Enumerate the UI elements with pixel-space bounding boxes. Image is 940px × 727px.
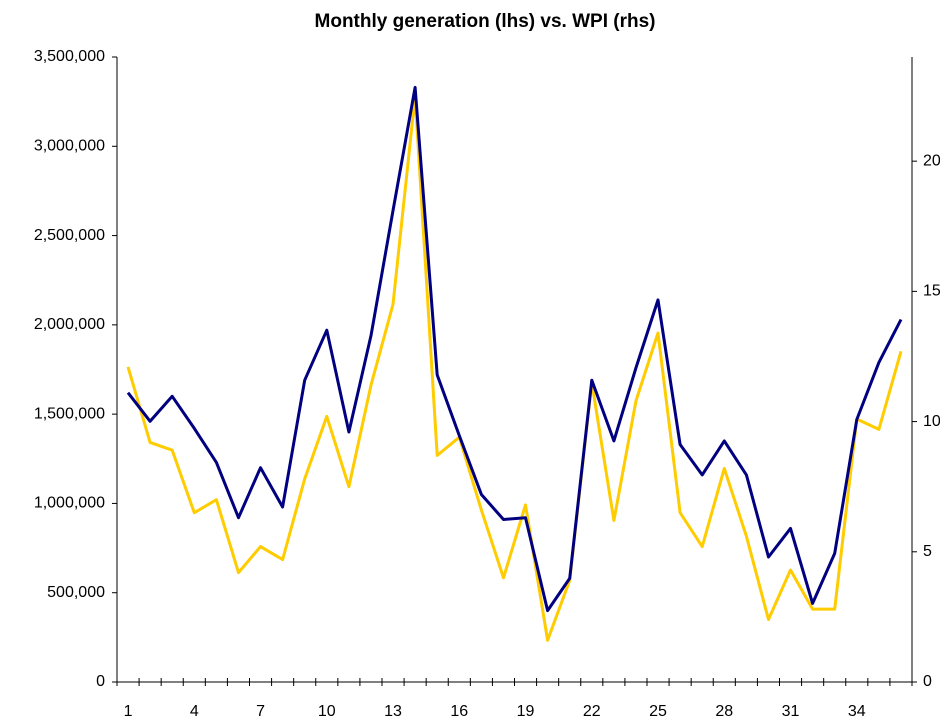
x-tick-label: 19	[517, 703, 535, 720]
x-tick-label: 1	[124, 703, 133, 720]
x-tick-label: 13	[384, 703, 402, 720]
x-tick-label: 25	[649, 703, 667, 720]
y-tick-label: 1,500,000	[34, 405, 105, 422]
series-line	[126, 94, 903, 642]
y-tick-label: 2,500,000	[34, 227, 105, 244]
x-tick-label: 7	[256, 703, 265, 720]
x-tick-label: 10	[318, 703, 336, 720]
y-tick-label: 3,000,000	[34, 138, 105, 155]
y-tick-label: 500,000	[47, 584, 105, 601]
x-tick-label: 28	[715, 703, 733, 720]
y2-tick-label: 0	[923, 673, 932, 690]
y2-tick-label: 20	[923, 152, 940, 169]
y-tick-label: 0	[96, 673, 105, 690]
x-tick-label: 4	[190, 703, 199, 720]
y-tick-label: 2,000,000	[34, 316, 105, 333]
y2-tick-label: 5	[923, 543, 932, 560]
y2-tick-label: 15	[923, 283, 940, 300]
chart-title: Monthly generation (lhs) vs. WPI (rhs)	[315, 11, 656, 32]
y-tick-label: 1,000,000	[34, 495, 105, 512]
y2-tick-label: 10	[923, 413, 940, 430]
y-tick-label: 3,500,000	[34, 48, 105, 65]
series-line	[126, 85, 903, 613]
x-tick-label: 34	[848, 703, 866, 720]
x-tick-label: 22	[583, 703, 601, 720]
x-tick-label: 31	[782, 703, 800, 720]
x-tick-label: 16	[450, 703, 468, 720]
